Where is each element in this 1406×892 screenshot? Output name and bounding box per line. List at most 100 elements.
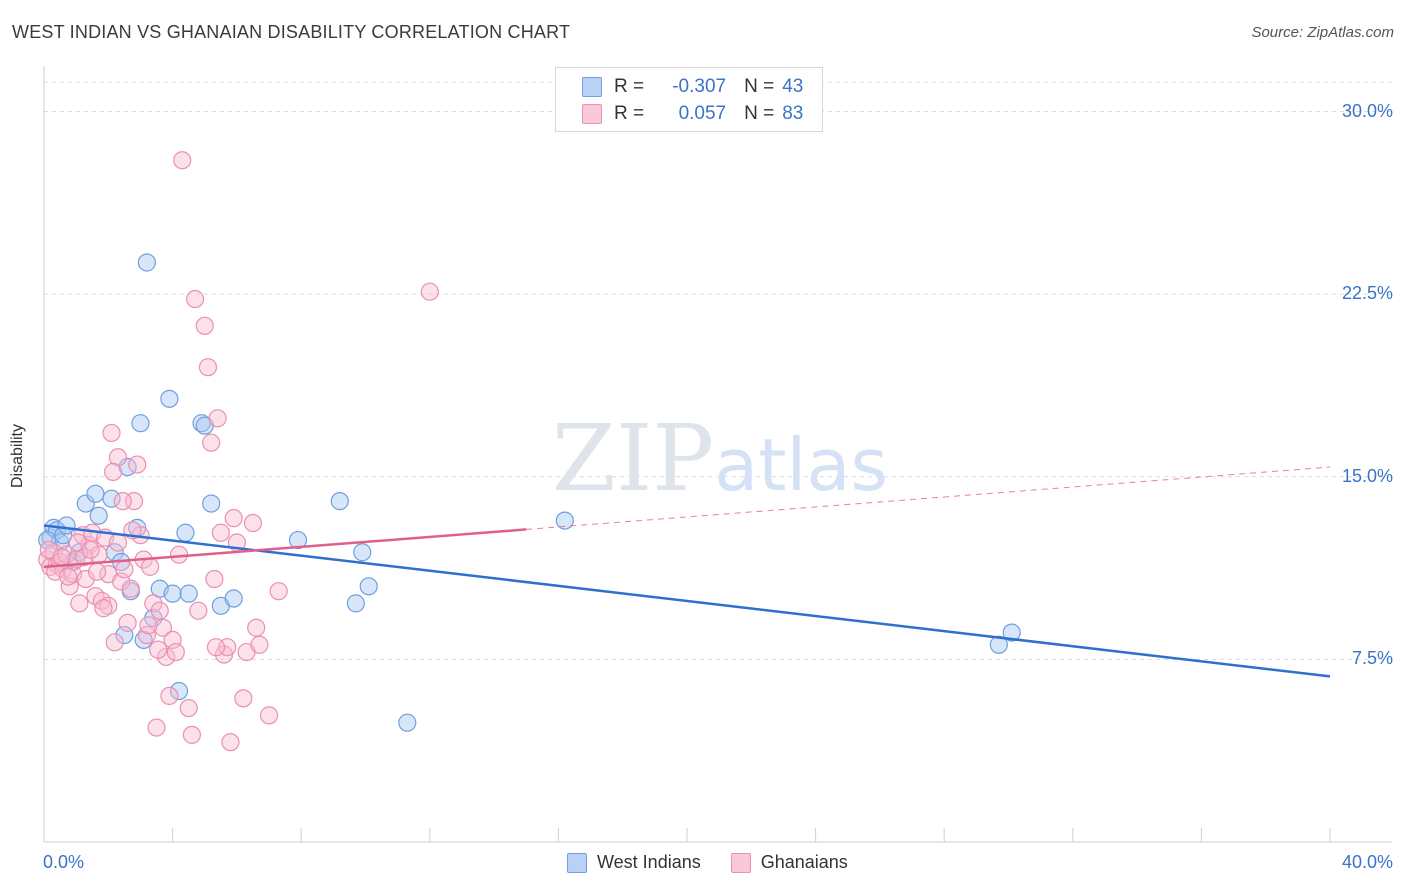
chart-title: WEST INDIAN VS GHANAIAN DISABILITY CORRE… bbox=[12, 22, 571, 42]
y-tick-label: 7.5% bbox=[1351, 648, 1393, 669]
data-point bbox=[108, 533, 128, 552]
data-point bbox=[52, 548, 71, 567]
y-tick-label: 15.0% bbox=[1341, 465, 1393, 486]
data-point bbox=[150, 601, 169, 620]
data-point bbox=[224, 589, 243, 608]
legend-label: Ghanaians bbox=[760, 852, 848, 872]
data-point bbox=[330, 492, 349, 511]
x-tick-label-min: 0.0% bbox=[43, 852, 85, 872]
data-point bbox=[76, 494, 95, 513]
legend-swatch-pink bbox=[730, 852, 751, 873]
gridlines bbox=[44, 81, 1392, 660]
series-ghanaians bbox=[38, 151, 439, 752]
y-tick-label: 30.0% bbox=[1341, 100, 1393, 121]
n-value: 83 bbox=[782, 103, 804, 124]
data-point bbox=[144, 594, 163, 613]
data-point bbox=[76, 569, 95, 589]
axes bbox=[43, 66, 1392, 843]
data-point bbox=[420, 282, 439, 301]
n-label: N = bbox=[744, 76, 775, 97]
data-point bbox=[105, 633, 124, 652]
data-point bbox=[59, 567, 78, 586]
data-point bbox=[75, 548, 94, 567]
data-point bbox=[89, 506, 108, 525]
data-point bbox=[147, 718, 166, 737]
data-point bbox=[160, 389, 179, 408]
data-point bbox=[202, 433, 221, 452]
data-point bbox=[160, 686, 179, 706]
data-point bbox=[137, 253, 156, 272]
data-point bbox=[208, 409, 227, 428]
data-point bbox=[128, 455, 147, 474]
data-point bbox=[131, 414, 150, 433]
data-point bbox=[221, 733, 240, 752]
data-point bbox=[179, 584, 198, 603]
watermark-zip: ZIP bbox=[552, 405, 714, 512]
data-point bbox=[186, 289, 205, 309]
data-point bbox=[288, 530, 308, 550]
trend-line-solid bbox=[43, 528, 527, 569]
legend-swatch-blue bbox=[567, 852, 587, 873]
data-point bbox=[555, 511, 574, 530]
y-tick-label: 22.5% bbox=[1341, 283, 1393, 304]
data-point bbox=[173, 151, 192, 170]
data-point bbox=[359, 577, 378, 596]
data-point bbox=[102, 423, 121, 443]
data-point bbox=[81, 540, 100, 559]
data-point bbox=[115, 560, 134, 579]
data-point bbox=[182, 725, 201, 744]
data-point bbox=[259, 706, 279, 725]
data-point bbox=[163, 584, 182, 603]
data-point bbox=[189, 601, 208, 620]
data-point bbox=[269, 582, 288, 601]
data-point bbox=[989, 635, 1008, 654]
data-points bbox=[38, 151, 1021, 752]
legend-item-ghanaians[interactable]: Ghanaians bbox=[730, 852, 848, 873]
r-value: 0.057 bbox=[678, 103, 727, 124]
data-point bbox=[247, 618, 266, 637]
chart-source: Source: ZipAtlas.com bbox=[1251, 24, 1394, 41]
legend-swatch-pink bbox=[582, 104, 602, 124]
x-tick-label-max: 40.0% bbox=[1341, 852, 1393, 872]
data-point bbox=[104, 462, 123, 481]
data-point bbox=[166, 642, 185, 662]
r-label: R = bbox=[614, 76, 645, 97]
data-point bbox=[102, 489, 121, 508]
data-point bbox=[224, 509, 243, 528]
data-point bbox=[57, 545, 76, 564]
data-point bbox=[113, 492, 132, 511]
data-point bbox=[86, 484, 105, 503]
data-point bbox=[153, 618, 173, 637]
legend-item-west-indians[interactable]: West Indians bbox=[567, 852, 701, 873]
data-point bbox=[169, 681, 189, 701]
trend-lines bbox=[43, 466, 1331, 678]
r-label: R = bbox=[614, 103, 645, 124]
series-legend: West Indians Ghanaians bbox=[567, 852, 878, 873]
data-point bbox=[353, 543, 372, 562]
n-label: N = bbox=[744, 103, 775, 124]
data-point bbox=[57, 516, 76, 535]
data-point bbox=[87, 562, 107, 581]
data-point bbox=[206, 638, 226, 657]
data-point bbox=[99, 596, 118, 615]
watermark-atlas: atlas bbox=[714, 423, 888, 507]
data-point bbox=[70, 594, 89, 613]
legend-swatch-blue bbox=[582, 77, 602, 97]
data-point bbox=[179, 698, 198, 718]
data-point bbox=[149, 640, 168, 659]
data-point bbox=[211, 523, 230, 542]
data-point bbox=[243, 513, 263, 533]
data-point bbox=[176, 523, 195, 542]
n-value: 43 bbox=[782, 76, 804, 97]
data-point bbox=[108, 448, 128, 467]
trend-line-dashed bbox=[526, 466, 1331, 530]
data-point bbox=[250, 635, 269, 654]
legend-row-west-indians: R = -0.307 N = 43 bbox=[582, 75, 803, 99]
data-point bbox=[398, 713, 417, 732]
data-point bbox=[139, 616, 158, 635]
legend-row-ghanaians: R = 0.057 N = 83 bbox=[582, 102, 803, 126]
data-point bbox=[121, 579, 140, 598]
data-point bbox=[195, 316, 214, 335]
data-point bbox=[94, 599, 113, 618]
